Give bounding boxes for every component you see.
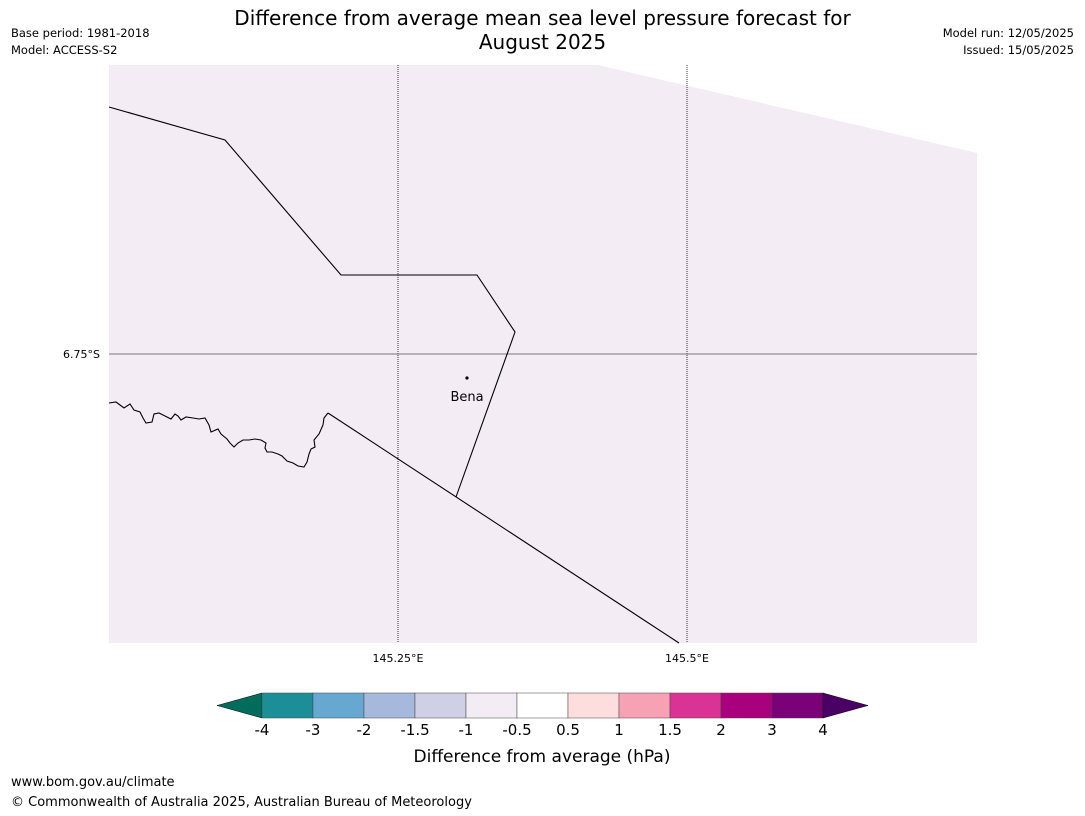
meta-right: Model run: 12/05/2025 Issued: 15/05/2025 [943, 25, 1074, 59]
colorbar-box [363, 692, 416, 719]
colorbar-tick-label: -1 [459, 721, 474, 739]
longitude-label: 145.5°E [665, 652, 709, 665]
colorbar-tick-label: 3 [767, 721, 777, 739]
title-line-1: Difference from average mean sea level p… [234, 6, 851, 30]
colorbar-tick-label: 0.5 [556, 721, 580, 739]
colorbar-tick-label: 2 [716, 721, 726, 739]
colorbar-tick-label: -3 [306, 721, 321, 739]
place-marker-bena [465, 376, 469, 380]
place-label-bena: Bena [450, 390, 483, 405]
model-run-text: Model run: 12/05/2025 [942, 26, 1074, 40]
colorbar-box [261, 692, 314, 719]
colorbar-box [516, 692, 569, 719]
colorbar-box [720, 692, 773, 719]
colorbar-box [465, 692, 518, 719]
coastline [108, 401, 329, 468]
colorbar-tick-label: -2 [357, 721, 372, 739]
model-text: Model: ACCESS-S2 [11, 43, 118, 57]
province-boundary [327, 412, 680, 644]
colorbar-box [567, 692, 620, 719]
base-period-text: Base period: 1981-2018 [11, 26, 150, 40]
colorbar-box [669, 692, 722, 719]
colorbar-box [618, 692, 671, 719]
issued-text: Issued: 15/05/2025 [963, 43, 1074, 57]
colorbar-tick-label: -1.5 [400, 721, 429, 739]
colorbar-tick-label: 1.5 [658, 721, 682, 739]
longitude-label: 145.25°E [373, 652, 424, 665]
title-line-2: August 2025 [478, 30, 607, 54]
latitude-label: 6.75°S [63, 348, 100, 361]
footer-copyright: © Commonwealth of Australia 2025, Austra… [11, 795, 472, 810]
colorbar-tick-label: -4 [255, 721, 270, 739]
footer-url: www.bom.gov.au/climate [11, 775, 175, 790]
colorbar-extend-low [216, 692, 263, 719]
colorbar-title: Difference from average (hPa) [414, 747, 671, 767]
colorbar-tick-label: 4 [818, 721, 828, 739]
map-title: Difference from average mean sea level p… [0, 6, 1085, 54]
colorbar-box [771, 692, 824, 719]
colorbar-box [414, 692, 467, 719]
colorbar-tick-label: 1 [614, 721, 624, 739]
province-boundary [108, 106, 516, 498]
colorbar: -4 -3 -2 -1.5 -1 -0.5 0.5 1 1.5 2 3 4 Difference fr… [216, 692, 869, 767]
colorbar-tick-label: -0.5 [502, 721, 531, 739]
colorbar-box [312, 692, 365, 719]
meta-left: Base period: 1981-2018 Model: ACCESS-S2 [11, 25, 150, 59]
colorbar-extend-high [822, 692, 869, 719]
